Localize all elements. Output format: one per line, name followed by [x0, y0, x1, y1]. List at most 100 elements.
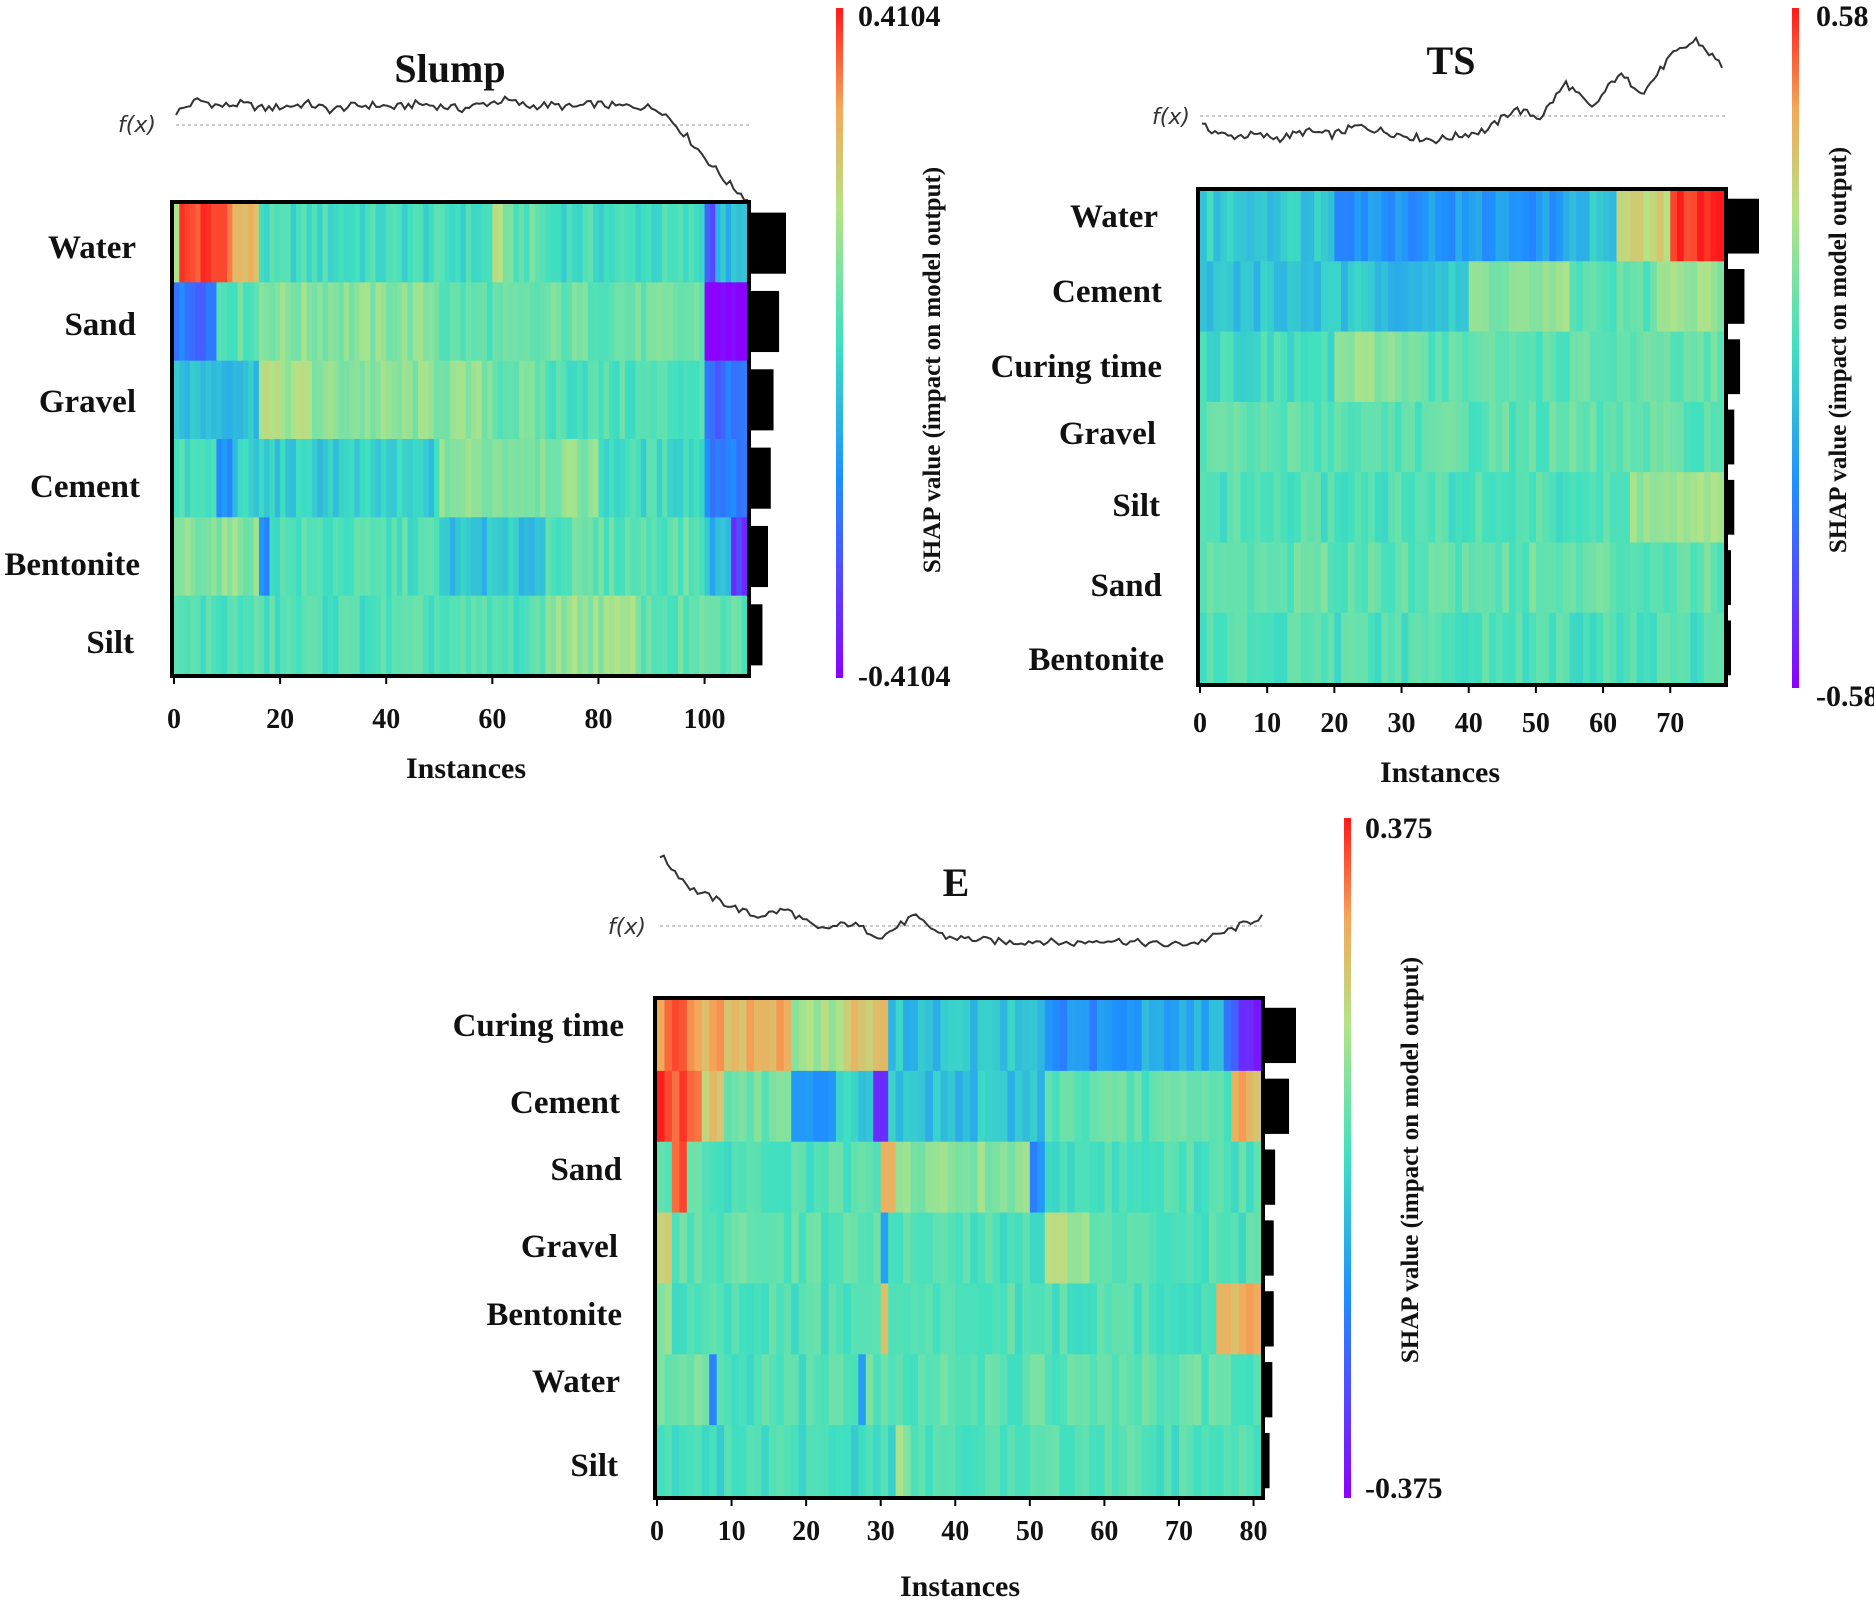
heatmap-cell	[736, 282, 743, 362]
heatmap-cell	[370, 517, 377, 597]
heatmap-cell	[1703, 472, 1712, 543]
heatmap-cell	[189, 204, 196, 283]
heatmap-cell	[1246, 1354, 1255, 1426]
heatmap-cell	[720, 595, 727, 675]
heatmap-cell	[1240, 261, 1248, 332]
heatmap-cell	[1226, 191, 1235, 262]
heatmap-cell	[1320, 261, 1329, 332]
heatmap-cell	[977, 1283, 986, 1355]
heatmap-cell	[264, 439, 271, 518]
heatmap-cell	[1253, 1425, 1262, 1497]
heatmap-cell	[1178, 1283, 1188, 1355]
heatmap-cell	[306, 439, 313, 518]
heatmap-cell	[1126, 1283, 1135, 1355]
heatmap-cell	[1233, 331, 1241, 403]
heatmap-cell	[1603, 191, 1611, 262]
heatmap-cell	[349, 595, 355, 675]
heatmap-cell	[242, 439, 249, 518]
heatmap-cell	[739, 1000, 748, 1072]
heatmap-cell	[534, 360, 541, 440]
heatmap-cell	[1569, 612, 1577, 684]
heatmap-cell	[1307, 472, 1315, 543]
heatmap-cell	[1354, 401, 1362, 473]
heatmap-cell	[657, 1425, 666, 1497]
heatmap-cell	[962, 1141, 971, 1213]
x-tick-label: 60	[1589, 708, 1617, 739]
fx-curve	[175, 95, 749, 202]
heatmap-cell	[1141, 1141, 1150, 1213]
heatmap-cell	[962, 1283, 971, 1355]
heatmap-cell	[502, 595, 509, 675]
heatmap-cell	[709, 360, 716, 440]
heatmap-cell	[1562, 191, 1571, 262]
x-tick-label: 60	[1090, 1516, 1118, 1547]
heatmap-cell	[1509, 612, 1517, 684]
heatmap-cell	[1178, 1354, 1188, 1426]
heatmap-cell	[753, 1425, 762, 1497]
heatmap-cell	[1428, 191, 1436, 262]
heatmap-cell	[1220, 542, 1228, 614]
heatmap-cell	[391, 360, 398, 440]
feature-label: Silt	[1112, 488, 1160, 524]
heatmap-cell	[598, 204, 605, 283]
heatmap-cell	[806, 1141, 815, 1213]
heatmap-cell	[630, 282, 637, 362]
heatmap-cell	[211, 439, 218, 518]
heatmap-cell	[720, 517, 727, 597]
x-tick-label: 30	[1388, 708, 1416, 739]
heatmap-cell	[1670, 542, 1678, 614]
x-ticks: 0 10 20 30 40 50 60 70	[1193, 685, 1684, 739]
heatmap-cell	[433, 595, 440, 675]
heatmap-cell	[1044, 1283, 1053, 1355]
heatmap-cell	[1314, 542, 1322, 614]
heatmap-cell	[1220, 612, 1228, 684]
heatmap-cell	[1294, 261, 1302, 332]
heatmap-cell	[679, 1000, 688, 1072]
heatmap-cell	[888, 1425, 897, 1497]
heatmap-cell	[1171, 1141, 1180, 1213]
heatmap-cell	[783, 1212, 792, 1284]
heatmap-cell	[1186, 1354, 1195, 1426]
heatmap-cell	[1096, 1000, 1106, 1072]
heatmap-cell	[716, 1425, 725, 1497]
heatmap-cell	[1119, 1283, 1128, 1355]
heatmap-cell	[992, 1212, 1001, 1284]
heatmap-cell	[1535, 542, 1544, 614]
heatmap-cell	[577, 360, 584, 440]
heatmap-cell	[492, 595, 499, 675]
heatmap-cell	[375, 517, 382, 597]
heatmap-cell	[460, 517, 467, 597]
heatmap-cell	[1582, 542, 1591, 614]
heatmap-cell	[1448, 612, 1456, 684]
heatmap-cell	[311, 360, 318, 440]
heatmap-cell	[1367, 612, 1376, 684]
heatmap-cell	[534, 439, 541, 518]
heatmap-cell	[716, 1000, 725, 1072]
feature-label: Curing time	[453, 1008, 624, 1044]
heatmap-cell	[1629, 331, 1638, 403]
heatmap-cell	[688, 360, 695, 440]
heatmap-cell	[598, 595, 605, 675]
heatmap-cell	[925, 1141, 934, 1213]
x-tick-label: 50	[1522, 708, 1550, 739]
heatmap-cell	[253, 517, 260, 597]
heatmap-cell	[798, 1000, 807, 1072]
heatmap-cell	[232, 439, 239, 518]
importance-bar	[750, 525, 768, 588]
heatmap-cell	[280, 204, 287, 283]
x-tick-label: 40	[372, 704, 400, 735]
heatmap-cell	[428, 204, 435, 283]
heatmap-cell	[1059, 1283, 1068, 1355]
heatmap-cell	[1341, 612, 1349, 684]
heatmap-cell	[439, 204, 446, 283]
heatmap-cell	[327, 282, 334, 362]
heatmap-cell	[1643, 191, 1651, 262]
heatmap-cell	[1052, 1000, 1061, 1072]
heatmap-cell	[1164, 1141, 1173, 1213]
heatmap-cell	[1535, 612, 1544, 684]
heatmap-cell	[806, 1354, 815, 1426]
heatmap-cell	[1104, 1283, 1113, 1355]
heatmap-cell	[1327, 191, 1335, 262]
heatmap-cell	[704, 439, 711, 518]
heatmap-cell	[1535, 331, 1544, 403]
